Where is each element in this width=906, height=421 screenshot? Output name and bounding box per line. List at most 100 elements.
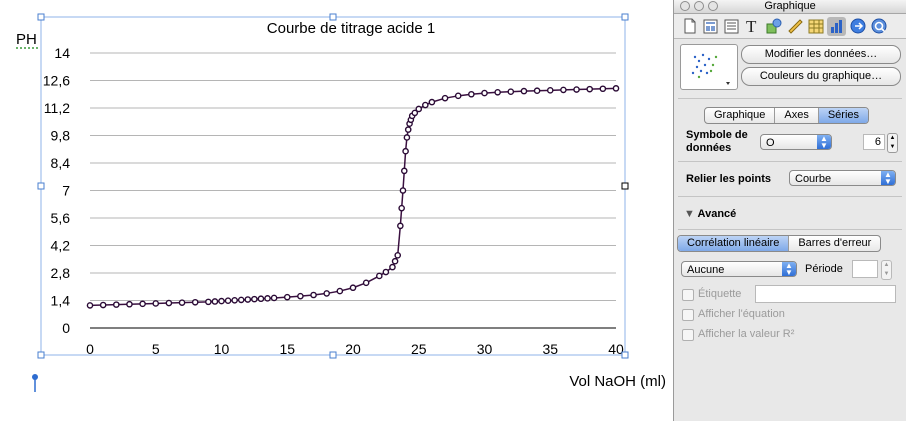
label-checkbox[interactable]: [682, 289, 694, 301]
y-tick-label: 4,2: [51, 238, 71, 254]
data-point: [362, 279, 370, 287]
tab-error-bars[interactable]: Barres d'erreur: [798, 237, 872, 249]
advanced-disclosure[interactable]: ▼ Avancé: [684, 208, 736, 220]
zoom-window-button[interactable]: [708, 1, 718, 11]
data-point: [546, 87, 554, 94]
data-point: [270, 294, 278, 302]
svg-text:T: T: [746, 18, 757, 34]
layout-inspector-icon[interactable]: [701, 17, 720, 36]
scatter-chart-icon: [691, 53, 730, 85]
data-point: [211, 298, 219, 305]
data-point: [533, 87, 541, 95]
x-tick-label: 25: [411, 341, 427, 357]
label-field[interactable]: [755, 285, 896, 303]
disclosure-triangle-icon: ▼: [684, 208, 695, 220]
period-stepper[interactable]: ▲ ▼: [881, 260, 892, 280]
y-axis-label: PH: [16, 31, 37, 48]
data-point: [152, 300, 160, 307]
data-point: [323, 290, 331, 297]
wrap-inspector-icon[interactable]: [722, 17, 741, 36]
y-tick-label: 8,4: [51, 155, 71, 171]
period-field[interactable]: [852, 260, 878, 278]
data-point: [411, 109, 419, 117]
data-point: [178, 299, 186, 306]
show-r2-checkbox[interactable]: [682, 329, 694, 341]
connect-points-popup[interactable]: Courbe ▲ ▼: [789, 170, 896, 186]
x-tick-label: 40: [608, 341, 624, 357]
quicktime-inspector-icon[interactable]: [869, 17, 888, 36]
document-inspector-icon[interactable]: [680, 17, 699, 36]
data-point: [399, 187, 407, 194]
data-point: [468, 90, 475, 98]
data-point: [257, 295, 265, 303]
hyperlink-inspector-icon[interactable]: [848, 17, 867, 36]
data-point: [165, 299, 173, 307]
symbol-size-stepper[interactable]: ▲ ▼: [887, 133, 898, 153]
chart-area[interactable]: 0 1,4 2,8 4,2 5,6 7 8,4 9,8 11,2 12,6 14 0 5 10 15 20 25…: [0, 0, 672, 421]
data-point: [422, 101, 429, 109]
data-point: [520, 87, 528, 95]
connect-points-value: Courbe: [795, 173, 832, 185]
data-point: [398, 204, 405, 212]
chart-inspector: Graphique T: [673, 0, 906, 421]
data-point: [251, 295, 258, 303]
titration-chart[interactable]: 0 1,4 2,8 4,2 5,6 7 8,4 9,8 11,2 12,6 14 0 5 10 15 20 25…: [0, 0, 672, 421]
data-point: [454, 92, 462, 100]
y-tick-label: 11,2: [44, 100, 70, 116]
inspector-titlebar: Graphique: [674, 0, 906, 14]
data-point: [599, 85, 607, 93]
y-tick-label: 0: [62, 320, 70, 336]
close-window-button[interactable]: [680, 1, 690, 11]
data-point: [126, 300, 133, 308]
divider: [678, 161, 902, 162]
text-inspector-icon[interactable]: T: [743, 17, 762, 36]
show-equation-label: Afficher l'équation: [698, 308, 785, 320]
data-point: [86, 302, 94, 309]
tab-axes[interactable]: Axes: [775, 108, 819, 123]
data-point: [205, 298, 212, 306]
data-point: [231, 297, 238, 304]
show-r2-label: Afficher la valeur R²: [698, 328, 795, 340]
data-point: [297, 292, 304, 300]
symbol-popup[interactable]: O ▲ ▼: [760, 134, 832, 150]
anchor-pin-icon: [32, 374, 38, 380]
chart-colors-label: Couleurs du graphique…: [759, 70, 883, 82]
data-point: [139, 300, 146, 308]
table-inspector-icon[interactable]: [806, 17, 825, 36]
chart-colors-button[interactable]: Couleurs du graphique…: [741, 67, 901, 86]
data-point: [402, 147, 409, 155]
show-equation-checkbox[interactable]: [682, 309, 694, 321]
data-point: [218, 297, 225, 305]
data-point: [310, 291, 317, 299]
tab-graphique[interactable]: Graphique: [705, 108, 776, 123]
data-point: [560, 86, 567, 94]
graphic-inspector-icon[interactable]: [764, 17, 783, 36]
data-point: [349, 284, 357, 292]
data-point: [507, 88, 515, 95]
data-point: [612, 85, 620, 92]
y-tick-label: 5,6: [51, 210, 71, 226]
data-point: [375, 272, 383, 280]
data-point: [394, 252, 402, 259]
minimize-window-button[interactable]: [694, 1, 704, 11]
data-point: [403, 134, 411, 141]
data-point: [400, 167, 408, 175]
popup-arrows-icon: ▲ ▼: [881, 171, 895, 186]
symbol-label: Symbole de données: [686, 129, 748, 154]
chart-inspector-icon[interactable]: [827, 16, 846, 36]
data-point: [481, 89, 488, 97]
trendline-popup[interactable]: Aucune ▲ ▼: [681, 261, 797, 277]
trendline-value: Aucune: [687, 264, 725, 276]
tab-linear-correlation[interactable]: Corrélation linéaire: [678, 236, 790, 251]
symbol-size-field[interactable]: 6: [863, 134, 885, 150]
modify-data-button[interactable]: Modifier les données…: [741, 45, 901, 64]
label-checkbox-text: Étiquette: [698, 288, 742, 300]
y-tick-label: 1,4: [51, 293, 71, 309]
tab-series[interactable]: Séries: [818, 108, 869, 123]
chart-type-selector[interactable]: [680, 44, 738, 90]
divider: [678, 196, 902, 197]
data-point: [397, 222, 404, 230]
advanced-label: Avancé: [697, 208, 737, 220]
x-tick-label: 20: [345, 341, 361, 357]
metrics-inspector-icon[interactable]: [785, 17, 804, 36]
